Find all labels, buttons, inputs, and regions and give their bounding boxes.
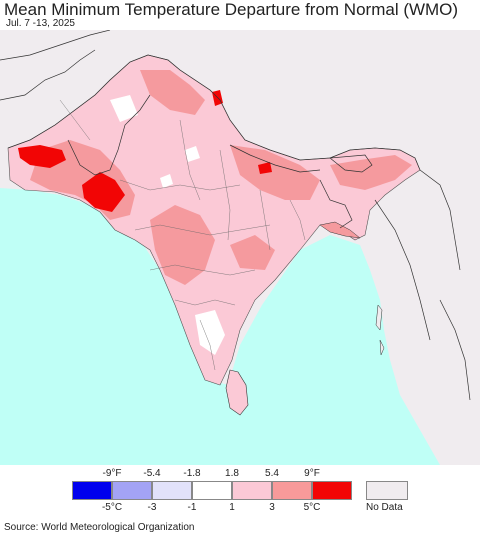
legend-c-tick: -5°C bbox=[101, 502, 123, 513]
state-borders bbox=[59, 99, 306, 371]
anomaly-salmon-deccan bbox=[230, 235, 275, 270]
sri-lanka bbox=[225, 369, 249, 416]
legend-no-data-swatch bbox=[366, 481, 408, 500]
legend-no-data-label: No Data bbox=[366, 502, 403, 513]
anomaly-salmon-north bbox=[140, 70, 205, 115]
anomaly-white-1 bbox=[160, 174, 173, 188]
legend-f-tick: -9°F bbox=[102, 468, 122, 479]
anomaly-red-balochistan bbox=[18, 145, 66, 168]
legend-swatch-minus5-minus3 bbox=[112, 481, 152, 500]
anomaly-salmon-northeast bbox=[330, 155, 412, 190]
anomaly-white-2 bbox=[185, 146, 200, 162]
map-area bbox=[0, 30, 480, 465]
legend-c-tick: 5°C bbox=[303, 502, 321, 513]
source-credit: Source: World Meteorological Organizatio… bbox=[4, 522, 195, 533]
legend-swatch-3-5 bbox=[272, 481, 312, 500]
anomaly-red-himalaya bbox=[212, 90, 223, 106]
legend-f-tick: -1.8 bbox=[183, 468, 201, 479]
country-borders bbox=[0, 30, 471, 401]
legend-f-tick: 1.8 bbox=[225, 468, 239, 479]
date-range: Jul. 7 -13, 2025 bbox=[6, 18, 75, 29]
legend: -9°F -5.4 -1.8 1.8 5.4 9°F -5°C -3 -1 1 … bbox=[0, 466, 480, 522]
legend-c-tick: 3 bbox=[269, 502, 275, 513]
anomaly-red-thar bbox=[82, 172, 125, 212]
legend-swatch-1-3 bbox=[232, 481, 272, 500]
anomaly-red-nepal bbox=[258, 162, 272, 174]
legend-f-tick: -5.4 bbox=[143, 468, 161, 479]
anomaly-white-3 bbox=[195, 310, 225, 355]
legend-f-tick: 9°F bbox=[304, 468, 320, 479]
legend-c-tick: -1 bbox=[187, 502, 197, 513]
legend-swatch-above-5 bbox=[312, 481, 352, 500]
legend-c-tick: -3 bbox=[147, 502, 157, 513]
andaman-islands bbox=[375, 304, 385, 356]
legend-c-tick: 1 bbox=[229, 502, 235, 513]
map-title: Mean Minimum Temperature Departure from … bbox=[4, 0, 459, 19]
anomaly-salmon-central bbox=[150, 205, 215, 285]
anomaly-white-4 bbox=[110, 95, 138, 122]
legend-f-tick: 5.4 bbox=[265, 468, 279, 479]
anomaly-salmon-ganges bbox=[230, 145, 320, 200]
legend-swatch-minus1-1 bbox=[192, 481, 232, 500]
legend-swatch-below-minus5 bbox=[72, 481, 112, 500]
bangladesh-coast bbox=[319, 221, 361, 239]
legend-swatch-minus3-minus1 bbox=[152, 481, 192, 500]
